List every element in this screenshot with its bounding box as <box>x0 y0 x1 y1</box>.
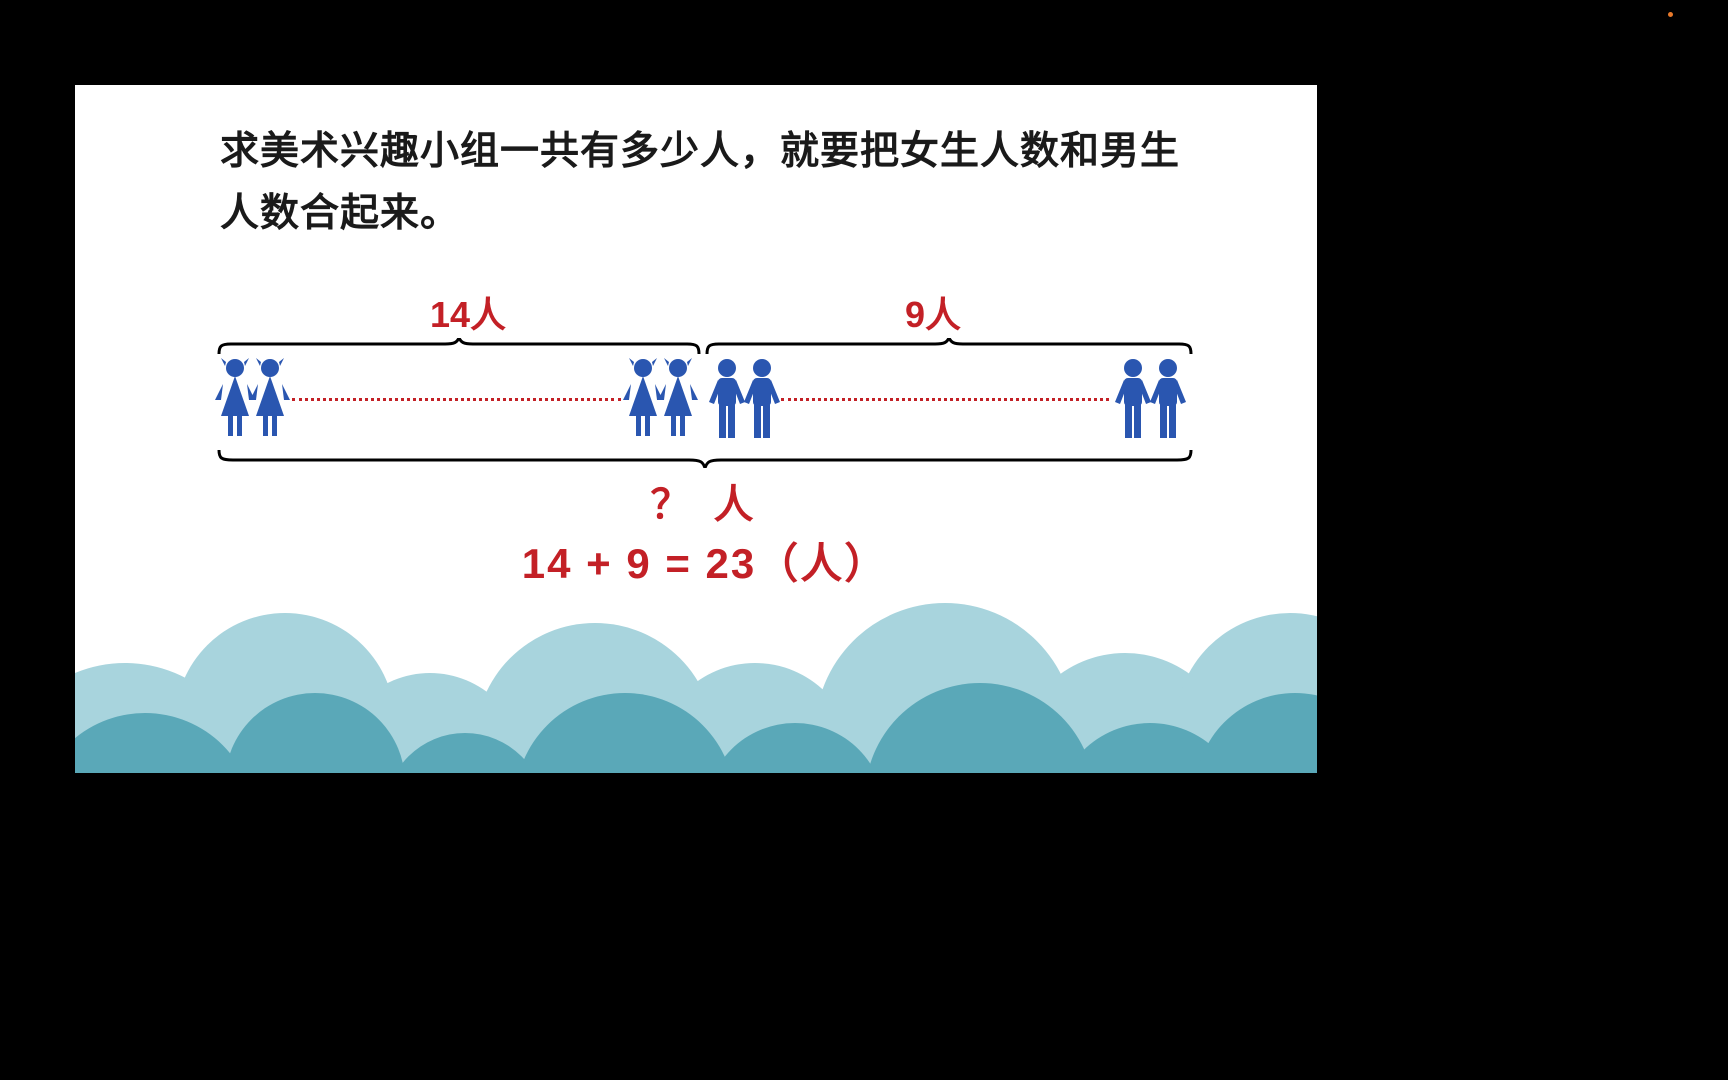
girls-group-left <box>215 358 285 440</box>
boy-icon <box>1148 358 1188 440</box>
girl-icon <box>215 358 255 440</box>
girl-icon <box>250 358 290 440</box>
boys-count-label: 9人 <box>905 286 961 338</box>
boy-icon <box>707 358 747 440</box>
slide-content: 求美术兴趣小组一共有多少人，就要把女生人数和男生人数合起来。 14人 9人 <box>75 85 1317 773</box>
people-row <box>215 358 1195 448</box>
girls-group-right <box>623 358 693 440</box>
boys-brace <box>705 338 1193 356</box>
clouds-decoration <box>75 573 1317 773</box>
boys-dotted-line <box>781 398 1109 401</box>
boys-group-right <box>1113 358 1183 440</box>
boy-icon <box>742 358 782 440</box>
orange-indicator-dot <box>1668 12 1673 17</box>
girl-icon <box>623 358 663 440</box>
boys-group-left <box>707 358 777 440</box>
girls-dotted-line <box>292 398 621 401</box>
girls-brace <box>217 338 701 356</box>
diagram-container: 14人 9人 <box>215 280 1195 580</box>
girl-icon <box>658 358 698 440</box>
total-brace <box>217 448 1193 468</box>
girls-count-label: 14人 <box>430 286 506 338</box>
unknown-label: ？ 人 <box>215 472 1195 530</box>
question-text: 求美术兴趣小组一共有多少人，就要把女生人数和男生人数合起来。 <box>220 121 1212 246</box>
boy-icon <box>1113 358 1153 440</box>
